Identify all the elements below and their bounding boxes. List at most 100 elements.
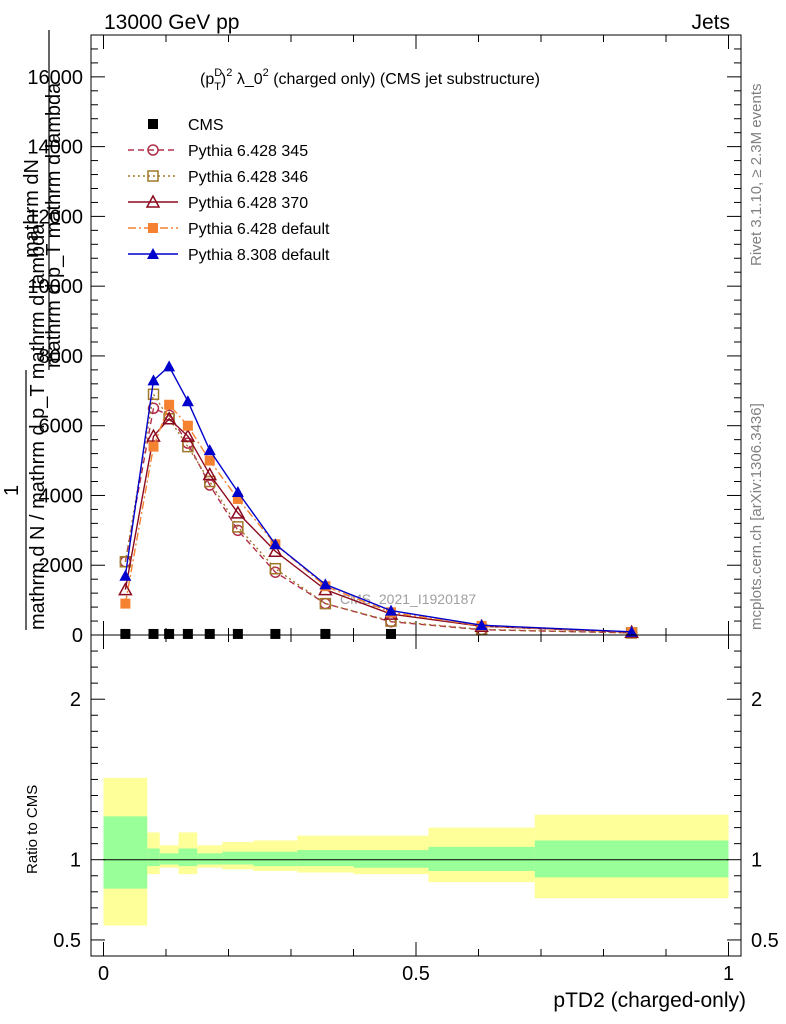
ratio-inner-band [103, 816, 148, 889]
data-point-cms [232, 628, 243, 639]
y-axis-label-one: 1 [1, 485, 23, 496]
data-point-pythia-6-428-346 [147, 388, 160, 401]
legend-label: Pythia 6.428 345 [188, 143, 308, 160]
ratio-inner-band [428, 846, 535, 871]
x-axis-label: pTD2 (charged-only) [553, 989, 746, 1012]
data-point-pythia-8-308-default [269, 538, 282, 550]
main-y-tick-label: 10000 [27, 276, 83, 298]
rivet-version-label: Rivet 3.1.10, ≥ 2.3M events [748, 84, 765, 267]
ratio-y-axis-label: Ratio to CMS [24, 785, 41, 874]
x-tick-label: 1 [723, 963, 734, 985]
legend-entry-pythia-6-428-346: Pythia 6.428 346 [128, 169, 308, 186]
data-point-pythia-8-308-default [319, 578, 332, 590]
data-point-pythia-8-308-default [147, 374, 160, 386]
legend-entry-pythia-8-308-default: Pythia 8.308 default [128, 247, 330, 264]
y-axis-label-top: mathrm dN [21, 159, 43, 258]
data-point-pythia-6-428-345 [147, 402, 160, 415]
data-point-pythia-6-428-346 [319, 597, 332, 610]
main-y-tick-label: 16000 [27, 67, 83, 89]
main-y-tick-label: 4000 [39, 485, 84, 507]
legend-entry-cms: CMS [148, 117, 224, 134]
y-axis-label-bottom: mathrm d N / mathrm d p_T mathrm d lambd… [27, 223, 49, 630]
data-point-pythia-8-308-default [475, 619, 488, 631]
legend-marker [148, 119, 158, 129]
main-plot-title: (pD T)2 λ_02 (charged only) (CMS jet subs… [200, 67, 540, 93]
data-point-cms [204, 628, 215, 639]
data-point-pythia-6-428-default [164, 399, 175, 410]
main-panel: (pD T)2 λ_02 (charged only) (CMS jet subs… [1, 30, 742, 647]
ratio-inner-band [159, 853, 179, 865]
main-series-group [118, 360, 639, 639]
ratio-y-tick-label: 2 [70, 689, 81, 711]
data-point-cms [320, 628, 331, 639]
energy-label: 13000 GeV pp [104, 11, 239, 34]
ratio-inner-band [147, 848, 160, 867]
ratio-x-ticks: 0 0.5 1 [98, 635, 734, 985]
data-point-pythia-6-428-370 [180, 428, 196, 442]
legend-label: Pythia 8.308 default [188, 247, 330, 264]
legend: CMS Pythia 6.428 345 Pythia 6.428 346 Pythi… [128, 117, 330, 264]
data-point-pythia-6-428-370 [118, 582, 133, 596]
legend-marker [148, 223, 158, 233]
series-line-pythia-6-428-370 [124, 417, 632, 633]
ratio-inner-band [197, 853, 223, 865]
data-point-cms [120, 628, 131, 639]
data-point-pythia-6-428-370 [146, 428, 161, 442]
data-point-cms [164, 628, 175, 639]
main-y-tick-label: 2000 [39, 555, 84, 577]
legend-label: Pythia 6.428 370 [188, 195, 308, 212]
ratio-y-tick-label: 0.5 [53, 930, 81, 952]
series-pythia-8-308-default [119, 360, 638, 637]
ratio-y-tick-label-right: 1 [751, 850, 762, 872]
ratio-bands-group [103, 777, 729, 926]
data-point-cms [386, 628, 396, 639]
main-y-tick-label: 0 [72, 625, 83, 647]
main-y-tick-label: 14000 [27, 137, 83, 159]
data-point-pythia-8-308-default [625, 625, 638, 637]
ratio-panel: 0.5 0.5 1 1 2 2 0 0.5 1 Ratio to CMS pTD2 (char… [24, 634, 779, 1012]
analysis-watermark: CMS_2021_I1920187 [340, 591, 476, 607]
data-point-pythia-6-428-346 [269, 562, 282, 575]
ratio-inner-band [534, 840, 729, 878]
ratio-inner-band [353, 850, 429, 868]
main-y-ticks: 0 2000 4000 6000 8000 10000 12000 14000 16000 [27, 34, 741, 647]
legend-label: Pythia 6.428 346 [188, 169, 308, 186]
legend-entry-pythia-6-428-default: Pythia 6.428 default [128, 221, 330, 238]
data-point-pythia-8-308-default [385, 604, 397, 616]
data-point-cms [270, 628, 281, 639]
mcplots-label: mcplots.cern.ch [arXiv:1306.3436] [748, 403, 765, 630]
data-point-pythia-8-308-default [203, 444, 216, 456]
data-point-pythia-8-308-default [163, 360, 176, 372]
data-point-pythia-6-428-370 [161, 411, 177, 425]
series-line-pythia-6-428-345 [124, 407, 632, 634]
category-label: Jets [691, 11, 730, 34]
legend-label: Pythia 6.428 default [188, 221, 330, 238]
legend-label: CMS [188, 117, 224, 134]
data-point-pythia-6-428-default [148, 441, 159, 452]
data-point-pythia-6-428-default [120, 598, 131, 609]
ratio-inner-band [178, 848, 198, 867]
data-point-pythia-6-428-370 [202, 466, 218, 481]
data-point-pythia-8-308-default [119, 569, 132, 581]
series-line-pythia-6-428-346 [124, 392, 632, 634]
ratio-y-ticks: 0.5 0.5 1 1 2 2 [53, 650, 779, 952]
data-point-pythia-8-308-default [231, 485, 244, 497]
ratio-y-tick-label-right: 0.5 [751, 930, 779, 952]
x-tick-label: 0 [98, 963, 109, 985]
legend-marker [147, 248, 159, 259]
data-point-pythia-6-428-370 [268, 543, 283, 558]
ratio-inner-band [297, 850, 354, 867]
ratio-y-tick-label-right: 2 [751, 689, 762, 711]
main-y-tick-label: 6000 [39, 416, 84, 438]
legend-marker [145, 194, 161, 208]
ratio-y-tick-label: 1 [70, 850, 81, 872]
data-point-pythia-8-308-default [181, 395, 194, 407]
ratio-plot-frame [90, 634, 742, 957]
legend-entry-pythia-6-428-345: Pythia 6.428 345 [128, 143, 308, 160]
ratio-inner-band [222, 851, 254, 865]
data-point-pythia-6-428-346 [232, 521, 244, 533]
data-point-pythia-6-428-370 [230, 505, 246, 519]
ratio-inner-band [253, 851, 298, 867]
main-y-tick-label: 8000 [39, 346, 84, 368]
